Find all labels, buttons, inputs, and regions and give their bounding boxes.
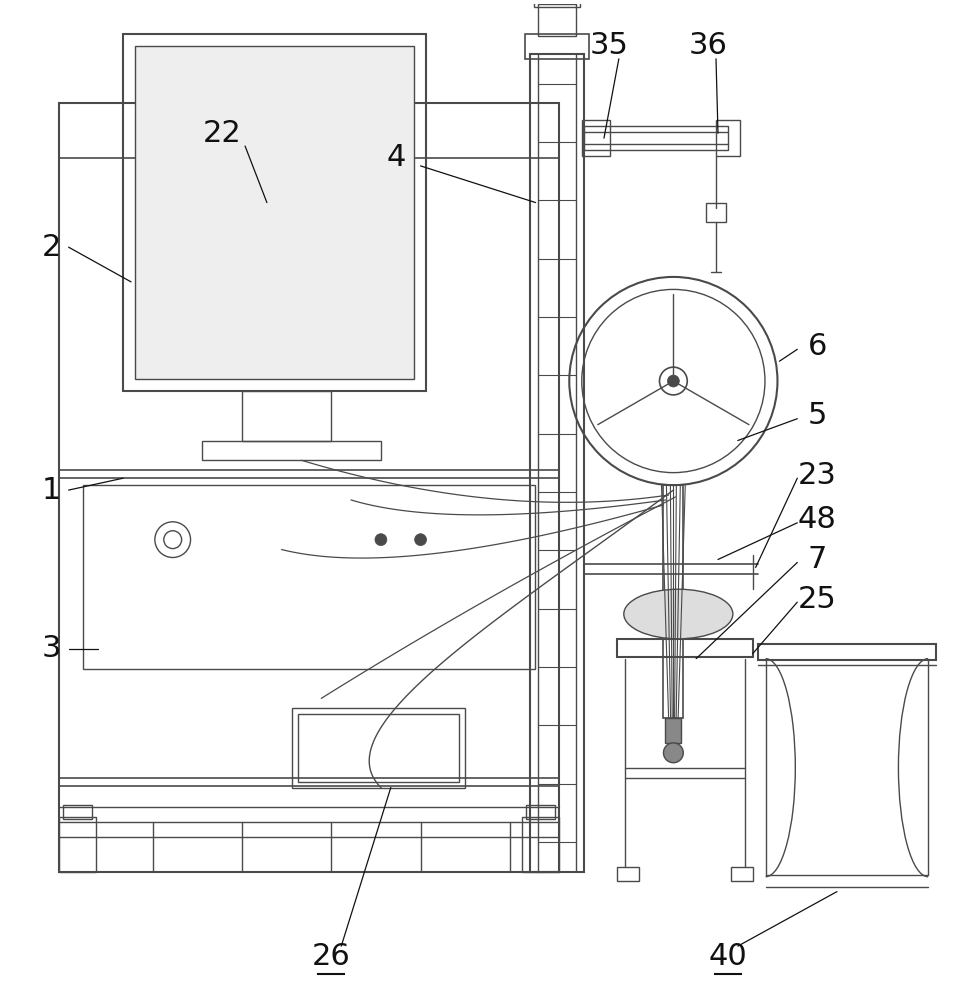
Bar [58, 103, 559, 158]
Text: 1: 1 [42, 476, 61, 505]
Text: 2: 2 [42, 233, 61, 262]
Text: 40: 40 [709, 942, 748, 971]
Text: 6: 6 [808, 332, 827, 361]
Bar [663, 485, 684, 718]
Text: 35: 35 [589, 31, 628, 60]
Bar [63, 805, 92, 819]
Bar [123, 34, 425, 391]
Bar [58, 103, 559, 872]
Circle shape [415, 534, 426, 546]
Text: 22: 22 [203, 119, 242, 148]
Bar [135, 46, 414, 379]
Bar [534, 0, 581, 7]
Bar [298, 714, 459, 782]
Text: 25: 25 [798, 585, 836, 614]
Circle shape [375, 534, 386, 546]
Circle shape [659, 367, 687, 395]
Bar [202, 441, 381, 460]
Text: 23: 23 [798, 461, 837, 490]
Bar [617, 867, 639, 881]
Bar [84, 485, 535, 669]
Bar [716, 120, 740, 156]
Bar [291, 708, 465, 788]
Text: 5: 5 [808, 401, 827, 430]
Bar [617, 639, 753, 657]
Bar [706, 203, 726, 222]
Bar [538, 4, 576, 36]
Circle shape [667, 375, 680, 387]
Bar [529, 54, 585, 872]
Bar [757, 644, 936, 660]
Bar [242, 391, 331, 441]
Bar [58, 817, 96, 872]
Bar [521, 817, 559, 872]
Bar [731, 867, 753, 881]
Bar [583, 120, 610, 156]
Circle shape [663, 743, 684, 763]
Bar [585, 126, 728, 150]
Bar [665, 718, 682, 743]
Text: 36: 36 [688, 31, 727, 60]
Text: 26: 26 [312, 942, 351, 971]
Ellipse shape [623, 589, 733, 639]
Bar [525, 805, 555, 819]
Text: 4: 4 [386, 143, 406, 172]
Text: 7: 7 [808, 545, 827, 574]
Text: 48: 48 [798, 505, 837, 534]
Bar [524, 34, 589, 59]
Text: 3: 3 [42, 634, 61, 663]
